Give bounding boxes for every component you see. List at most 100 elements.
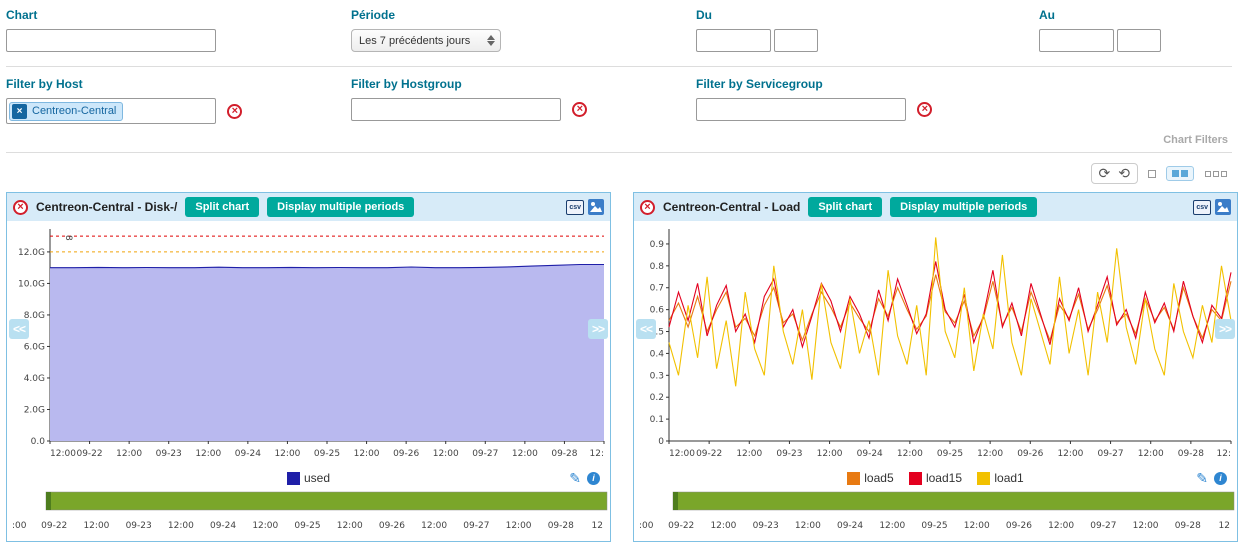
legend-swatch-load15: [909, 472, 922, 485]
legend-item-load1[interactable]: load1: [977, 466, 1023, 490]
svg-text:09-27: 09-27: [1090, 521, 1116, 531]
svg-text:12:00: 12:00: [252, 521, 278, 531]
svg-text:12:00: 12:00: [964, 521, 990, 531]
from-date-input[interactable]: [696, 29, 771, 52]
load-timeline-selector[interactable]: :0009-2212:0009-2312:0009-2412:0009-2512…: [635, 490, 1236, 534]
svg-text:12:00: 12:00: [337, 521, 363, 531]
load-average-chart[interactable]: 00.10.20.30.40.50.60.70.80.912:0009-2212…: [635, 223, 1236, 463]
from-date-label: Du: [696, 8, 1039, 22]
clear-servicegroup-filter-icon[interactable]: ×: [917, 102, 932, 117]
from-time-input[interactable]: [774, 29, 818, 52]
svg-text:12:00: 12:00: [116, 449, 142, 459]
svg-text:09-23: 09-23: [126, 521, 152, 531]
clear-host-filter-icon[interactable]: ×: [227, 104, 242, 119]
disk-split-chart-button[interactable]: Split chart: [185, 197, 259, 217]
load-display-multiple-periods-button[interactable]: Display multiple periods: [890, 197, 1037, 217]
disk-previous-period-button[interactable]: <<: [9, 319, 29, 339]
svg-text:09-26: 09-26: [1017, 449, 1043, 459]
period-select[interactable]: Les 7 précédents jours: [351, 29, 501, 52]
svg-text:09-28: 09-28: [548, 521, 574, 531]
info-icon[interactable]: i: [587, 472, 600, 485]
to-time-input[interactable]: [1117, 29, 1161, 52]
disk-legend-row: used ✎ i: [7, 466, 610, 490]
chart-filter-group: Chart: [6, 8, 351, 52]
svg-text:09-22: 09-22: [696, 449, 722, 459]
chart-panel-load: × Centreon-Central - Load Split chart Di…: [633, 192, 1238, 542]
legend-item-used[interactable]: used: [287, 466, 330, 490]
svg-text::00: :00: [639, 521, 654, 531]
load-next-period-button[interactable]: >>: [1215, 319, 1235, 339]
svg-text:12:00: 12:00: [795, 521, 821, 531]
svg-text:0.3: 0.3: [650, 371, 664, 381]
svg-text:12: 12: [1219, 521, 1230, 531]
svg-text:09-27: 09-27: [463, 521, 489, 531]
chart-filter-input[interactable]: [6, 29, 216, 52]
disk-chart-title: Centreon-Central - Disk-/: [36, 200, 177, 214]
legend-item-load5[interactable]: load5: [847, 466, 893, 490]
svg-text:12:: 12:: [590, 449, 604, 459]
layout-two-columns-button[interactable]: [1166, 166, 1194, 181]
chart-filters-page: Chart Période Les 7 précédents jours Du …: [0, 0, 1238, 542]
svg-text:09-23: 09-23: [156, 449, 182, 459]
host-filter-label: Filter by Host: [6, 77, 351, 91]
svg-text:6.0G: 6.0G: [24, 342, 45, 352]
svg-text:12:00: 12:00: [512, 449, 538, 459]
edit-icon[interactable]: ✎: [1196, 466, 1208, 490]
from-date-group: Du: [696, 8, 1039, 52]
export-csv-icon[interactable]: csv: [566, 200, 584, 215]
refresh-icon[interactable]: ⟳: [1099, 165, 1111, 182]
export-csv-icon[interactable]: csv: [1193, 200, 1211, 215]
export-image-icon[interactable]: [588, 199, 604, 215]
to-date-group: Au: [1039, 8, 1232, 52]
servicegroup-filter-input[interactable]: [696, 98, 906, 121]
to-date-input[interactable]: [1039, 29, 1114, 52]
auto-refresh-icon[interactable]: ⟲: [1118, 165, 1130, 182]
svg-text:12:00: 12:00: [421, 521, 447, 531]
svg-text:10.0G: 10.0G: [18, 279, 45, 289]
load-previous-period-button[interactable]: <<: [636, 319, 656, 339]
legend-swatch-load1: [977, 472, 990, 485]
to-date-label: Au: [1039, 8, 1232, 22]
svg-text:12:00: 12:00: [168, 521, 194, 531]
svg-text:12:00: 12:00: [354, 449, 380, 459]
close-disk-chart-icon[interactable]: ×: [13, 200, 28, 215]
svg-text:09-28: 09-28: [551, 449, 577, 459]
remove-host-chip-icon[interactable]: ×: [12, 104, 27, 119]
svg-text:8: 8: [63, 235, 73, 241]
svg-text:12:00: 12:00: [1048, 521, 1074, 531]
svg-text:12:00: 12:00: [977, 449, 1003, 459]
svg-text:09-22: 09-22: [76, 449, 102, 459]
svg-text:09-22: 09-22: [668, 521, 694, 531]
legend-item-load15[interactable]: load15: [909, 466, 962, 490]
disk-display-multiple-periods-button[interactable]: Display multiple periods: [267, 197, 414, 217]
legend-label-load15: load15: [926, 466, 962, 490]
servicegroup-filter-label: Filter by Servicegroup: [696, 77, 1232, 91]
svg-text:12:00: 12:00: [736, 449, 762, 459]
clear-hostgroup-filter-icon[interactable]: ×: [572, 102, 587, 117]
hostgroup-filter-input[interactable]: [351, 98, 561, 121]
layout-three-columns-button[interactable]: [1204, 171, 1228, 177]
host-filter-input[interactable]: × Centreon-Central: [6, 98, 216, 124]
export-image-icon[interactable]: [1215, 199, 1231, 215]
layout-single-column-button[interactable]: [1148, 170, 1156, 178]
edit-icon[interactable]: ✎: [569, 466, 581, 490]
svg-text:12:00: 12:00: [1133, 521, 1159, 531]
disk-timeline-selector[interactable]: :0009-2212:0009-2312:0009-2412:0009-2512…: [8, 490, 609, 534]
disk-chart-tools: ✎ i: [569, 466, 600, 490]
svg-text:12:00: 12:00: [1138, 449, 1164, 459]
disk-usage-chart[interactable]: 0.02.0G4.0G6.0G8.0G10.0G12.0G12:0009-221…: [8, 223, 609, 463]
svg-text:12:: 12:: [1217, 449, 1231, 459]
disk-next-period-button[interactable]: >>: [588, 319, 608, 339]
svg-text:12:00: 12:00: [433, 449, 459, 459]
period-select-value: Les 7 précédents jours: [359, 35, 470, 47]
load-split-chart-button[interactable]: Split chart: [808, 197, 882, 217]
hostgroup-filter-label: Filter by Hostgroup: [351, 77, 696, 91]
close-load-chart-icon[interactable]: ×: [640, 200, 655, 215]
svg-text:12:00: 12:00: [879, 521, 905, 531]
svg-text:2.0G: 2.0G: [24, 405, 45, 415]
info-icon[interactable]: i: [1214, 472, 1227, 485]
svg-text:09-23: 09-23: [753, 521, 779, 531]
svg-text:12:00: 12:00: [897, 449, 923, 459]
period-filter-label: Période: [351, 8, 696, 22]
svg-text:09-27: 09-27: [472, 449, 498, 459]
